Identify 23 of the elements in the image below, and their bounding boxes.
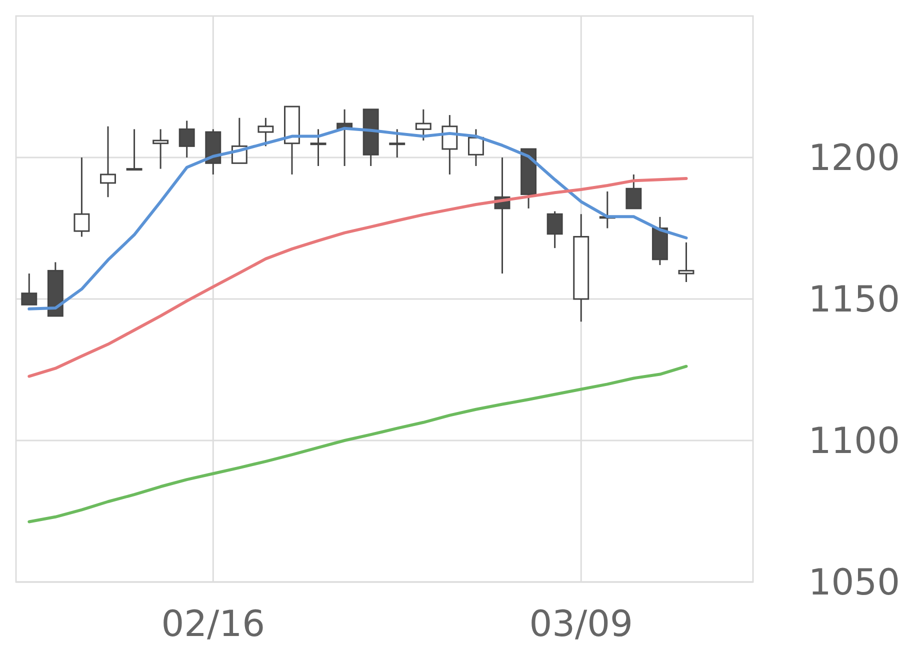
y-tick-label: 1150	[808, 280, 900, 321]
candlestick	[152, 128, 169, 170]
x-tick-label: 02/16	[161, 604, 266, 645]
candlestick	[178, 120, 195, 158]
y-tick-label: 1100	[808, 421, 900, 462]
candlestick	[74, 156, 90, 238]
candlestick	[415, 108, 432, 142]
line-series	[28, 364, 688, 524]
y-tick-label: 1200	[808, 138, 900, 180]
candlestick	[100, 126, 116, 198]
candlestick	[310, 128, 326, 167]
candlestick	[678, 242, 694, 283]
line-series	[28, 176, 688, 378]
candlestick	[626, 174, 642, 210]
candlestick	[389, 128, 406, 158]
candlestick	[21, 272, 38, 306]
y-tick-label: 1050	[808, 562, 900, 604]
candlestick	[546, 210, 563, 249]
candlestick	[442, 114, 458, 176]
candlestick	[126, 128, 142, 171]
candlestick	[258, 117, 274, 147]
x-tick-label: 03/09	[529, 604, 633, 645]
candlestick	[468, 128, 484, 167]
